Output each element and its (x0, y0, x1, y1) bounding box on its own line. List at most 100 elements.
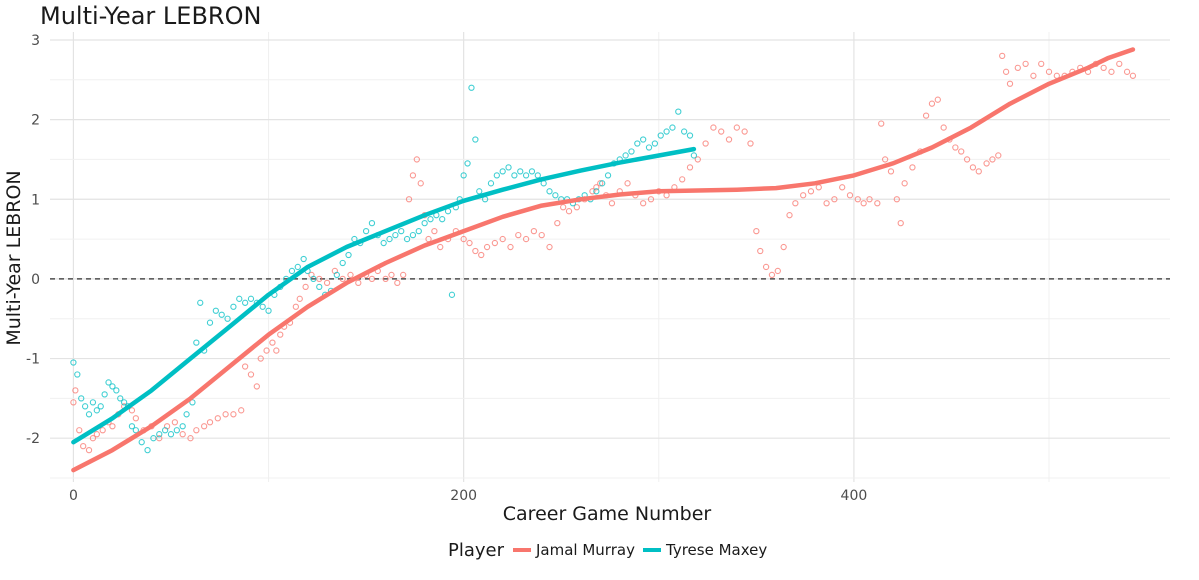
point-tyrese-maxey (294, 263, 301, 271)
point-jamal-murray (846, 192, 854, 199)
point-tyrese-maxey (415, 227, 422, 235)
point-jamal-murray (200, 423, 208, 430)
point-tyrese-maxey (161, 427, 169, 434)
point-jamal-murray (206, 419, 214, 426)
point-jamal-murray (339, 275, 346, 283)
point-jamal-murray (823, 200, 830, 207)
point-jamal-murray (989, 156, 996, 163)
point-jamal-murray (1129, 72, 1137, 79)
point-tyrese-maxey (464, 160, 471, 167)
point-tyrese-maxey (663, 128, 670, 135)
point-tyrese-maxey (476, 188, 483, 195)
point-jamal-murray (554, 220, 561, 227)
point-jamal-murray (302, 283, 309, 291)
point-tyrese-maxey (132, 427, 140, 434)
point-jamal-murray (860, 200, 867, 207)
point-jamal-murray (881, 156, 889, 163)
point-tyrese-maxey (310, 275, 317, 283)
point-jamal-murray (1123, 68, 1131, 75)
point-jamal-murray (530, 227, 538, 235)
x-axis-title: Career Game Number (503, 503, 712, 525)
point-tyrese-maxey (247, 295, 255, 302)
point-jamal-murray (187, 435, 194, 442)
point-tyrese-maxey (230, 303, 237, 310)
point-jamal-murray (1038, 60, 1045, 68)
point-tyrese-maxey (511, 172, 518, 179)
point-tyrese-maxey (138, 439, 145, 446)
point-tyrese-maxey (522, 172, 530, 179)
point-tyrese-maxey (173, 427, 180, 434)
point-jamal-murray (747, 140, 754, 147)
point-tyrese-maxey (546, 188, 553, 195)
point-jamal-murray (893, 196, 900, 203)
y-tick-label: 1 (31, 192, 40, 208)
point-tyrese-maxey (362, 227, 370, 235)
point-jamal-murray (417, 180, 424, 187)
point-jamal-murray (72, 387, 79, 394)
y-tick-label: 3 (31, 33, 40, 49)
point-jamal-murray (995, 152, 1002, 159)
point-jamal-murray (640, 200, 647, 207)
point-jamal-murray (316, 275, 323, 283)
point-tyrese-maxey (109, 383, 116, 390)
point-jamal-murray (238, 407, 245, 414)
point-jamal-murray (1014, 64, 1021, 71)
point-jamal-murray (901, 180, 908, 187)
point-jamal-murray (85, 446, 93, 454)
point-tyrese-maxey (380, 239, 387, 247)
point-jamal-murray (1022, 60, 1029, 68)
point-jamal-murray (702, 140, 709, 147)
point-jamal-murray (909, 164, 916, 171)
point-jamal-murray (815, 184, 822, 191)
point-jamal-murray (718, 128, 725, 135)
point-tyrese-maxey (74, 371, 81, 378)
point-jamal-murray (522, 235, 530, 243)
point-jamal-murray (940, 124, 947, 131)
chart-title: Multi-Year LEBRON (40, 2, 261, 30)
point-tyrese-maxey (179, 423, 186, 430)
point-jamal-murray (624, 180, 631, 187)
point-jamal-murray (762, 263, 770, 271)
point-tyrese-maxey (101, 391, 108, 398)
point-tyrese-maxey (150, 435, 157, 442)
point-jamal-murray (257, 355, 264, 362)
point-jamal-murray (854, 196, 861, 203)
point-jamal-murray (400, 271, 407, 279)
point-tyrese-maxey (634, 140, 641, 147)
point-jamal-murray (741, 128, 748, 135)
point-tyrese-maxey (645, 144, 653, 151)
point-tyrese-maxey (259, 303, 266, 310)
point-jamal-murray (753, 227, 760, 235)
point-tyrese-maxey (206, 319, 214, 326)
point-tyrese-maxey (398, 227, 405, 235)
point-jamal-murray (93, 431, 100, 438)
point-tyrese-maxey (552, 192, 559, 199)
point-jamal-murray (774, 267, 781, 275)
x-tick-label: 0 (69, 488, 78, 504)
point-jamal-murray (757, 247, 764, 255)
point-jamal-murray (388, 271, 395, 279)
point-jamal-murray (975, 168, 982, 175)
point-jamal-murray (573, 204, 580, 211)
point-tyrese-maxey (640, 136, 647, 143)
point-tyrese-maxey (448, 291, 456, 298)
point-jamal-murray (269, 339, 276, 346)
point-jamal-murray (368, 275, 376, 283)
point-jamal-murray (999, 52, 1006, 60)
x-tick-label: 400 (841, 488, 868, 504)
point-jamal-murray (263, 347, 270, 354)
point-jamal-murray (934, 96, 941, 103)
point-jamal-murray (347, 271, 354, 279)
point-tyrese-maxey (439, 216, 446, 223)
legend: Player Jamal Murray Tyrese Maxey (448, 540, 767, 561)
point-jamal-murray (800, 192, 807, 199)
point-tyrese-maxey (386, 235, 393, 243)
point-jamal-murray (839, 184, 846, 191)
point-jamal-murray (608, 200, 616, 207)
point-tyrese-maxey (392, 231, 399, 239)
point-jamal-murray (546, 243, 553, 251)
point-tyrese-maxey (686, 132, 694, 139)
point-tyrese-maxey (197, 299, 204, 306)
point-jamal-murray (786, 212, 793, 219)
point-tyrese-maxey (534, 172, 541, 179)
